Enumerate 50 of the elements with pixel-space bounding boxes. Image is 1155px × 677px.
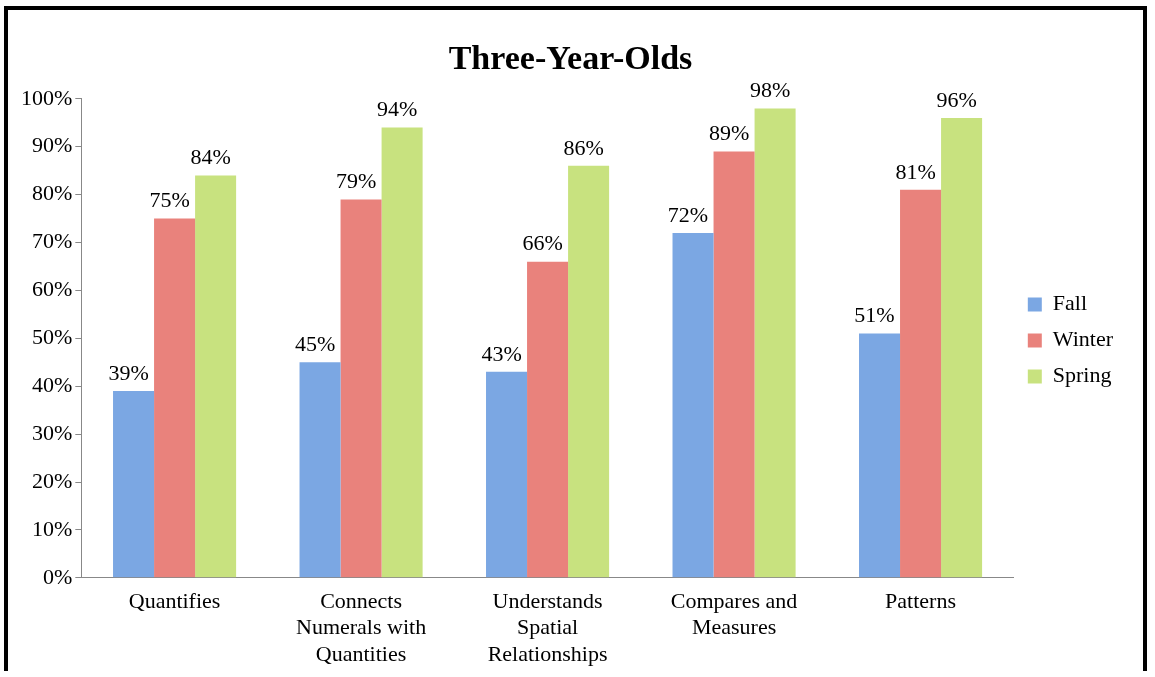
x-tick-label: Compares and Measures (670, 587, 798, 640)
y-tick-label: 60% (32, 276, 73, 302)
y-tick-label: 90% (32, 132, 73, 158)
bar (672, 232, 714, 578)
bar (113, 390, 155, 578)
bar (340, 199, 382, 578)
y-tick-label: 20% (32, 467, 73, 493)
chart-title: Three-Year-Olds (448, 39, 693, 77)
y-tick-label: 100% (21, 84, 73, 110)
y-tick-label: 30% (32, 419, 73, 445)
y-tick-label: 50% (32, 324, 73, 350)
bar (486, 371, 528, 578)
bar (195, 175, 237, 578)
data-label: 79% (335, 168, 377, 194)
y-tick-label: 40% (32, 371, 73, 397)
data-label: 89% (708, 120, 750, 146)
y-tick-label: 80% (32, 180, 73, 206)
legend-label: Fall (1052, 290, 1088, 316)
y-tick-label: 10% (32, 515, 73, 541)
data-label: 39% (108, 359, 149, 385)
bar (713, 151, 755, 578)
bar (527, 261, 569, 578)
data-label: 43% (481, 340, 522, 366)
x-tick-label: Understands Spatial Relationships (487, 587, 608, 666)
bar (568, 165, 610, 578)
data-label: 75% (149, 187, 190, 213)
data-label: 84% (190, 144, 231, 170)
data-label: 45% (294, 331, 336, 357)
x-tick-label: Connects Numerals with Quantities (295, 587, 427, 666)
data-label: 86% (563, 134, 604, 160)
data-label: 81% (895, 158, 936, 184)
x-tick-label: Patterns (885, 587, 956, 613)
data-label: 98% (749, 77, 791, 103)
y-tick-label: 70% (32, 228, 73, 254)
x-tick-label: Quantifies (128, 587, 221, 613)
y-tick-label: 0% (43, 563, 73, 589)
bar (154, 218, 196, 578)
bar (941, 117, 983, 578)
data-label: 96% (936, 86, 977, 112)
legend-label: Winter (1052, 326, 1114, 352)
data-label: 94% (376, 96, 418, 122)
data-label: 72% (667, 201, 709, 227)
bar (859, 333, 901, 578)
bar (900, 189, 942, 578)
bar (381, 127, 423, 578)
data-label: 66% (522, 230, 563, 256)
bar (299, 362, 341, 578)
data-label: 51% (854, 302, 895, 328)
bar (754, 108, 796, 578)
legend-label: Spring (1052, 362, 1112, 388)
